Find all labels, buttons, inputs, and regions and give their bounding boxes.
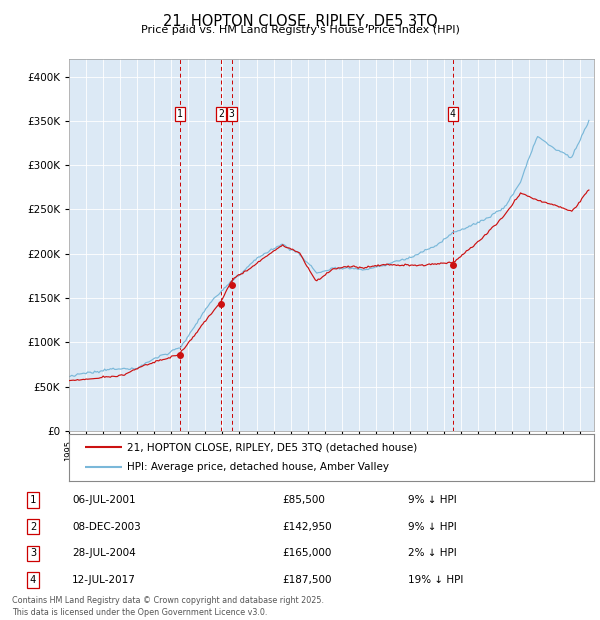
Text: Contains HM Land Registry data © Crown copyright and database right 2025.: Contains HM Land Registry data © Crown c… bbox=[12, 596, 324, 606]
Text: 19% ↓ HPI: 19% ↓ HPI bbox=[408, 575, 463, 585]
Text: 12-JUL-2017: 12-JUL-2017 bbox=[72, 575, 136, 585]
Text: 4: 4 bbox=[450, 109, 456, 119]
Text: 4: 4 bbox=[30, 575, 36, 585]
Text: 9% ↓ HPI: 9% ↓ HPI bbox=[408, 495, 457, 505]
Text: 2: 2 bbox=[30, 521, 36, 532]
Text: £165,000: £165,000 bbox=[282, 548, 331, 559]
Text: 9% ↓ HPI: 9% ↓ HPI bbox=[408, 521, 457, 532]
Text: 3: 3 bbox=[229, 109, 235, 119]
Text: 21, HOPTON CLOSE, RIPLEY, DE5 3TQ (detached house): 21, HOPTON CLOSE, RIPLEY, DE5 3TQ (detac… bbox=[127, 442, 417, 452]
Text: 2: 2 bbox=[218, 109, 224, 119]
Text: 08-DEC-2003: 08-DEC-2003 bbox=[72, 521, 141, 532]
Text: 1: 1 bbox=[177, 109, 183, 119]
Text: This data is licensed under the Open Government Licence v3.0.: This data is licensed under the Open Gov… bbox=[12, 608, 268, 617]
Text: Price paid vs. HM Land Registry's House Price Index (HPI): Price paid vs. HM Land Registry's House … bbox=[140, 25, 460, 35]
Text: 21, HOPTON CLOSE, RIPLEY, DE5 3TQ: 21, HOPTON CLOSE, RIPLEY, DE5 3TQ bbox=[163, 14, 437, 29]
Text: 06-JUL-2001: 06-JUL-2001 bbox=[72, 495, 136, 505]
Text: 1: 1 bbox=[30, 495, 36, 505]
Text: HPI: Average price, detached house, Amber Valley: HPI: Average price, detached house, Ambe… bbox=[127, 463, 389, 472]
Text: £187,500: £187,500 bbox=[282, 575, 331, 585]
Text: 28-JUL-2004: 28-JUL-2004 bbox=[72, 548, 136, 559]
Text: 3: 3 bbox=[30, 548, 36, 559]
Text: £142,950: £142,950 bbox=[282, 521, 332, 532]
Text: £85,500: £85,500 bbox=[282, 495, 325, 505]
Text: 2% ↓ HPI: 2% ↓ HPI bbox=[408, 548, 457, 559]
